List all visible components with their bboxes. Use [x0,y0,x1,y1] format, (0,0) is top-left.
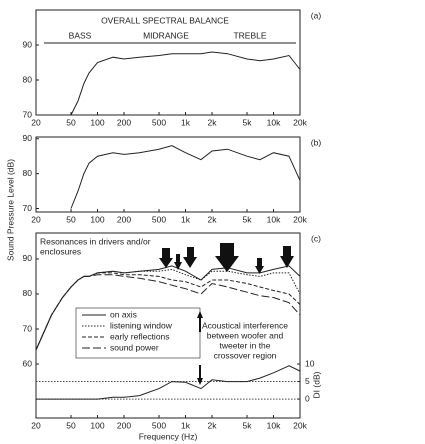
chart-title: OVERALL SPECTRAL BALANCE [101,15,229,25]
y-tick-label: 90 [23,253,33,263]
x-tick-label: 20k [293,420,307,430]
x-tick-label: 10k [267,214,281,224]
band-label: MIDRANGE [143,30,189,40]
x-tick-label: 5k [243,214,253,224]
x-tick-label: 500 [152,420,166,430]
y-tick-label: 70 [23,323,33,333]
x-tick-label: 2k [208,420,218,430]
y-tick-label: 90 [23,133,33,143]
plot-frame [35,9,301,116]
y2-tick-label: 0 [305,393,310,403]
x-tick-label: 1k [181,214,191,224]
y2-tick-label: 5 [305,376,310,386]
x-tick-label: 100 [90,420,104,430]
legend-label: on axis [110,309,137,319]
x-tick-label: 200 [117,420,131,430]
y2-axis-label: DI (dB) [311,371,321,398]
annotation: Resonances in drivers and/or [40,236,151,246]
x-tick-label: 20k [293,214,307,224]
plot-frame [35,232,301,419]
y-axis-label: Sound Pressure Level (dB) [5,159,15,261]
y2-tick-label: 10 [305,358,315,368]
x-tick-label: 10k [267,420,281,430]
arrows [159,243,294,385]
series-line [70,145,301,209]
x-tick-label: 50 [66,117,76,127]
x-tick-label: 50 [66,420,76,430]
band-label: TREBLE [233,30,266,40]
y-tick-label: 80 [23,168,33,178]
x-tick-label: 1k [181,420,191,430]
panel-label: (c) [311,233,321,243]
y-tick-label: 60 [23,358,33,368]
y-tick-label: 80 [23,288,33,298]
x-tick-label: 200 [117,214,131,224]
x-tick-label: 20 [31,117,41,127]
y-tick-label: 70 [23,109,33,119]
plot-frame [35,136,301,213]
x-tick-label: 20 [31,420,41,430]
band-label: BASS [69,30,92,40]
panel-label: (b) [311,137,322,147]
legend-label: sound power [110,342,159,352]
annotation: crossover region [214,350,277,360]
panel-label: (a) [311,10,322,20]
y-tick-label: 80 [23,74,33,84]
x-tick-label: 50 [66,214,76,224]
x-tick-label: 20 [31,214,41,224]
x-tick-label: 500 [152,117,166,127]
legend-label: early reflections [110,331,170,341]
x-tick-label: 5k [243,117,253,127]
series-line [35,274,301,351]
series-line [36,365,301,400]
annotation: enclosures [40,246,81,256]
legend-box [75,307,201,359]
x-tick-label: 100 [90,117,104,127]
annotation: between woofer and [207,330,284,340]
x-tick-label: 1k [181,117,191,127]
y-tick-label: 70 [23,203,33,213]
annotation: tweeter in the [219,340,270,350]
annotation: Acoustical interference [202,320,288,330]
x-tick-label: 2k [208,117,218,127]
x-tick-label: 2k [208,214,218,224]
x-tick-label: 100 [90,214,104,224]
x-tick-label: 500 [152,214,166,224]
x-tick-label: 10k [267,117,281,127]
x-tick-label: 20k [293,117,307,127]
x-axis-label: Frequency (Hz) [139,431,198,441]
x-tick-label: 200 [117,117,131,127]
y-tick-label: 90 [23,39,33,49]
legend-label: listening window [110,320,173,330]
series-line [35,268,301,351]
series-line [70,51,301,116]
x-tick-label: 5k [243,420,253,430]
